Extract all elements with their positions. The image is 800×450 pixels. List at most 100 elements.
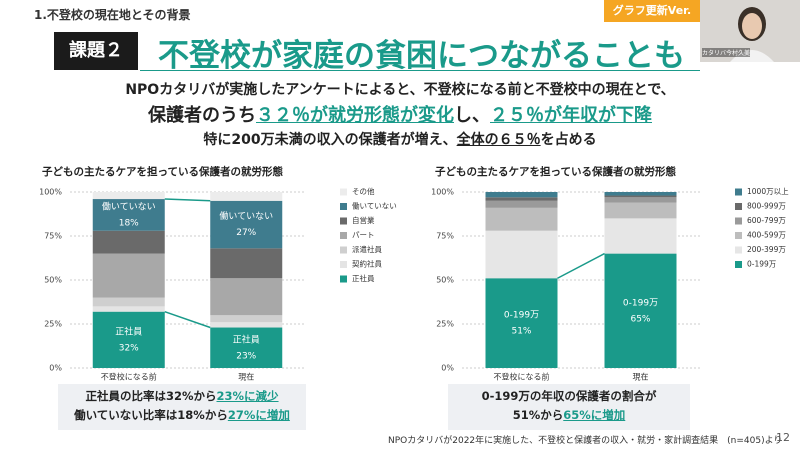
summary-line: 働いていない比率は18%から27%に増加	[58, 406, 306, 425]
chart-title: 子どもの主たるケアを担っている保護者の就労形態	[42, 165, 283, 178]
text: 51%から	[512, 408, 564, 422]
segment-name: 働いていない	[219, 210, 273, 222]
legend-label: パート	[352, 231, 375, 240]
connector	[557, 252, 605, 279]
bar-segment	[485, 192, 558, 198]
connector	[164, 198, 211, 202]
y-tick-label: 50%	[44, 276, 62, 285]
legend-swatch	[340, 275, 347, 283]
summary-line: 51%から65%に増加	[448, 406, 690, 425]
bar-segment	[485, 197, 558, 201]
value-label: 18%	[119, 218, 139, 228]
bar-segment	[604, 195, 677, 198]
y-tick-label: 25%	[436, 320, 454, 329]
legend-label: 契約社員	[352, 259, 382, 269]
text: 働いていない比率は18%から	[74, 408, 228, 422]
bar-segment	[210, 322, 283, 328]
text: 保護者のうち	[148, 105, 256, 126]
bar-segment	[485, 200, 558, 208]
legend-swatch	[735, 203, 742, 210]
connector	[164, 310, 211, 329]
title-rule	[140, 70, 700, 71]
bar-segment	[604, 192, 677, 196]
section-title: 1.不登校の現在地とその背景	[34, 8, 191, 22]
value-label: 32%	[119, 343, 139, 353]
y-tick-label: 100%	[39, 188, 62, 197]
legend-label: 200-399万	[747, 245, 786, 254]
bar-segment	[210, 248, 283, 279]
y-tick-label: 100%	[431, 188, 454, 197]
legend-label: 働いていない	[352, 201, 397, 211]
y-tick-label: 25%	[44, 320, 62, 329]
highlight: ３２％が就労形態が変化	[256, 105, 454, 126]
x-tick-label: 現在	[633, 372, 649, 382]
value-label: 27%	[236, 228, 256, 238]
x-tick-label: 不登校になる前	[494, 372, 550, 382]
legend-swatch	[340, 232, 347, 239]
highlight: 65%に増加	[563, 408, 626, 422]
legend-label: 800-999万	[747, 202, 786, 211]
camera-label: カタリバ今村久美	[702, 48, 751, 57]
text: を占める	[540, 132, 597, 148]
bar-segment	[210, 192, 283, 201]
legend-label: 正社員	[352, 273, 375, 283]
segment-name: 0-199万	[623, 298, 658, 308]
bar-segment	[604, 218, 677, 254]
bar-segment	[92, 306, 165, 312]
bar-segment	[485, 207, 558, 231]
lead-line: NPOカタリバが実施したアンケートによると、不登校になる前と不登校中の現在とで、	[125, 82, 675, 98]
page-number: 12	[776, 431, 790, 444]
bar-segment	[92, 253, 165, 298]
x-tick-label: 現在	[238, 372, 254, 382]
legend-swatch	[340, 188, 347, 196]
badge: グラフ更新Ver.	[604, 0, 700, 22]
summary-line: 0-199万の年収の保護者の割合が	[448, 387, 690, 406]
text: 特に200万未満の収入の保護者が増え、	[203, 132, 457, 148]
text: 0-199万の年収の保護者の割合が	[481, 389, 657, 403]
chart-title: 子どもの主たるケアを担っている保護者の就労形態	[435, 165, 676, 178]
text: し、	[454, 105, 490, 126]
legend-label: 1000万以上	[747, 187, 789, 196]
segment-name: 働いていない	[102, 200, 156, 212]
highlight: 23%に減少	[216, 389, 279, 403]
legend-swatch	[340, 217, 347, 225]
legend-swatch	[340, 203, 347, 210]
bar-segment	[210, 200, 283, 249]
legend-label: 0-199万	[747, 260, 777, 269]
y-tick-label: 0%	[441, 364, 454, 373]
y-tick-label: 75%	[436, 232, 454, 241]
legend-swatch	[735, 261, 742, 268]
segment-name: 正社員	[115, 325, 142, 337]
segment-name: 0-199万	[504, 311, 539, 321]
legend-label: 600-799万	[747, 216, 786, 225]
y-tick-label: 50%	[436, 276, 454, 285]
y-tick-label: 0%	[49, 364, 62, 373]
legend-swatch	[340, 261, 347, 268]
summary-line: 正社員の比率は32%から23%に減少	[58, 387, 306, 406]
highlight: 27%に増加	[227, 408, 290, 422]
lead-line: 保護者のうち３２％が就労形態が変化し、２５％が年収が下降	[0, 101, 800, 127]
legend-label: その他	[352, 186, 375, 196]
bar-segment	[92, 297, 165, 307]
main-title: 不登校が家庭の貧困につながることも	[158, 38, 685, 74]
legend-swatch	[735, 188, 742, 196]
legend-swatch	[735, 246, 742, 254]
bar-segment	[604, 202, 677, 219]
legend-swatch	[735, 217, 742, 225]
footer: NPOカタリバが2022年に実施した、不登校と保護者の収入・就労・家計調査結果 …	[388, 436, 783, 446]
bar-segment	[210, 315, 283, 323]
lead-line: 特に200万未満の収入の保護者が増え、全体の６５％を占める	[0, 129, 800, 149]
segment-name: 正社員	[233, 333, 260, 345]
y-tick-label: 75%	[44, 232, 62, 241]
bar-segment	[92, 230, 165, 254]
legend-swatch	[735, 232, 742, 239]
bar-segment	[210, 278, 283, 316]
value-label: 23%	[236, 351, 256, 361]
bar-segment	[92, 192, 165, 200]
legend-label: 自営業	[352, 215, 375, 225]
text: 正社員の比率は32%から	[85, 389, 217, 403]
tag: 課題２	[54, 32, 138, 70]
summary-box: 0-199万の年収の保護者の割合が 51%から65%に増加	[448, 384, 690, 430]
